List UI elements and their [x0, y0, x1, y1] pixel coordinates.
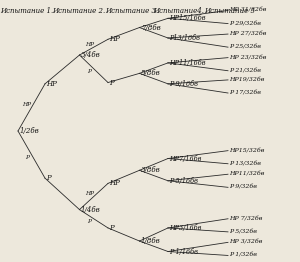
- Text: Испытание 2.: Испытание 2.: [52, 7, 106, 15]
- Text: Испытание4.: Испытание4.: [153, 7, 204, 15]
- Text: P: P: [87, 69, 91, 74]
- Text: P 9/32бв: P 9/32бв: [230, 185, 257, 190]
- Text: HP3/16бв: HP3/16бв: [169, 224, 202, 232]
- Text: HP: HP: [110, 179, 120, 187]
- Text: HP 27/32бв: HP 27/32бв: [230, 31, 267, 37]
- Text: P 17/32бв: P 17/32бв: [230, 90, 261, 96]
- Text: P: P: [110, 79, 114, 86]
- Text: P 5/16бв: P 5/16бв: [169, 177, 198, 185]
- Text: P 25/32бв: P 25/32бв: [230, 45, 261, 50]
- Text: P 29/32бв: P 29/32бв: [230, 21, 261, 26]
- Text: HP: HP: [46, 80, 57, 88]
- Text: P13/16бв: P13/16бв: [169, 34, 200, 42]
- Text: HP15/32бв: HP15/32бв: [230, 148, 265, 153]
- Text: P 9/16бв: P 9/16бв: [169, 80, 198, 88]
- Text: HP 7/32бв: HP 7/32бв: [230, 216, 263, 221]
- Text: HP: HP: [85, 191, 94, 196]
- Text: Испытание 1.: Испытание 1.: [0, 7, 53, 15]
- Text: HP11/32бв: HP11/32бв: [230, 172, 265, 177]
- Text: HP11/16бв: HP11/16бв: [169, 59, 206, 67]
- Text: HP: HP: [110, 35, 120, 43]
- Text: Испытание 3.: Испытание 3.: [105, 7, 158, 15]
- Text: HP19/32бв: HP19/32бв: [230, 77, 265, 83]
- Text: P 5/32бв: P 5/32бв: [230, 229, 257, 234]
- Text: HP: HP: [22, 102, 32, 107]
- Text: P 21/32бв: P 21/32бв: [230, 68, 261, 73]
- Text: HP15/16бв: HP15/16бв: [169, 14, 206, 22]
- Text: 7/8бв: 7/8бв: [141, 24, 161, 31]
- Text: 3/8бв: 3/8бв: [141, 166, 161, 174]
- Text: HP 31/32бв: HP 31/32бв: [230, 8, 267, 13]
- Text: 3/4бв: 3/4бв: [81, 51, 101, 59]
- Text: P: P: [25, 155, 29, 160]
- Text: P 1/16бв: P 1/16бв: [169, 248, 198, 255]
- Text: HP 3/32бв: HP 3/32бв: [230, 240, 263, 245]
- Text: HP7/16бв: HP7/16бв: [169, 155, 202, 162]
- Text: P 1/32бв: P 1/32бв: [230, 253, 257, 258]
- Text: HP 23/32бв: HP 23/32бв: [230, 55, 267, 60]
- Text: P: P: [87, 219, 91, 224]
- Text: P: P: [46, 174, 51, 182]
- Text: 1/8бв: 1/8бв: [141, 237, 161, 245]
- Text: P 13/32бв: P 13/32бв: [230, 161, 261, 166]
- Text: 1/4бв: 1/4бв: [81, 206, 101, 214]
- Text: HP: HP: [85, 42, 94, 47]
- Text: 5/8бв: 5/8бв: [141, 69, 161, 77]
- Text: 1/2бв: 1/2бв: [20, 127, 39, 135]
- Text: P: P: [110, 224, 114, 232]
- Text: Испытание 5: Испытание 5: [204, 7, 255, 15]
